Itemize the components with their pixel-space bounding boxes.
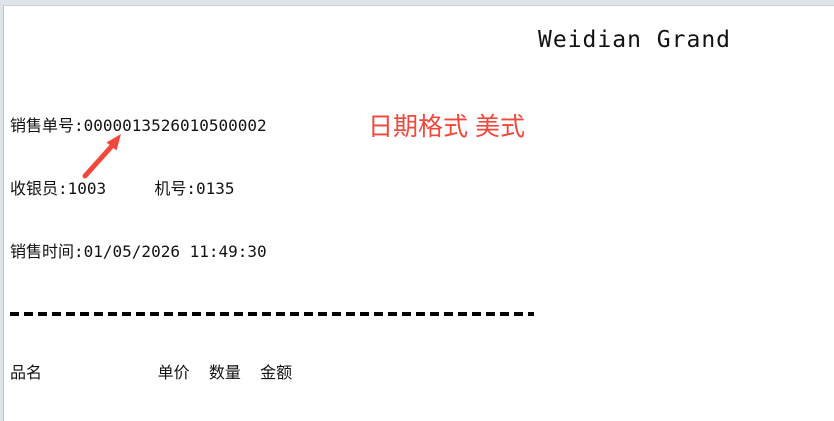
annotation-date-format-label: 日期格式 美式 [368, 113, 525, 141]
divider-dashed [10, 312, 534, 316]
receipt-sale-no: 销售单号:0000013526010500002 [10, 116, 267, 135]
store-title: Weidian Grand [538, 27, 732, 53]
receipt-cashier-machine: 收银员:1003 机号:0135 [10, 179, 235, 198]
receipt-preview-page: Weidian Grand 销售单号:0000013526010500002 收… [3, 5, 834, 421]
receipt-column-headers: 品名 单价 数量 金额 [10, 363, 293, 382]
receipt-body: 销售单号:0000013526010500002 收银员:1003 机号:013… [10, 73, 534, 421]
receipt-sale-time: 销售时间:01/05/2026 11:49:30 [10, 242, 267, 261]
